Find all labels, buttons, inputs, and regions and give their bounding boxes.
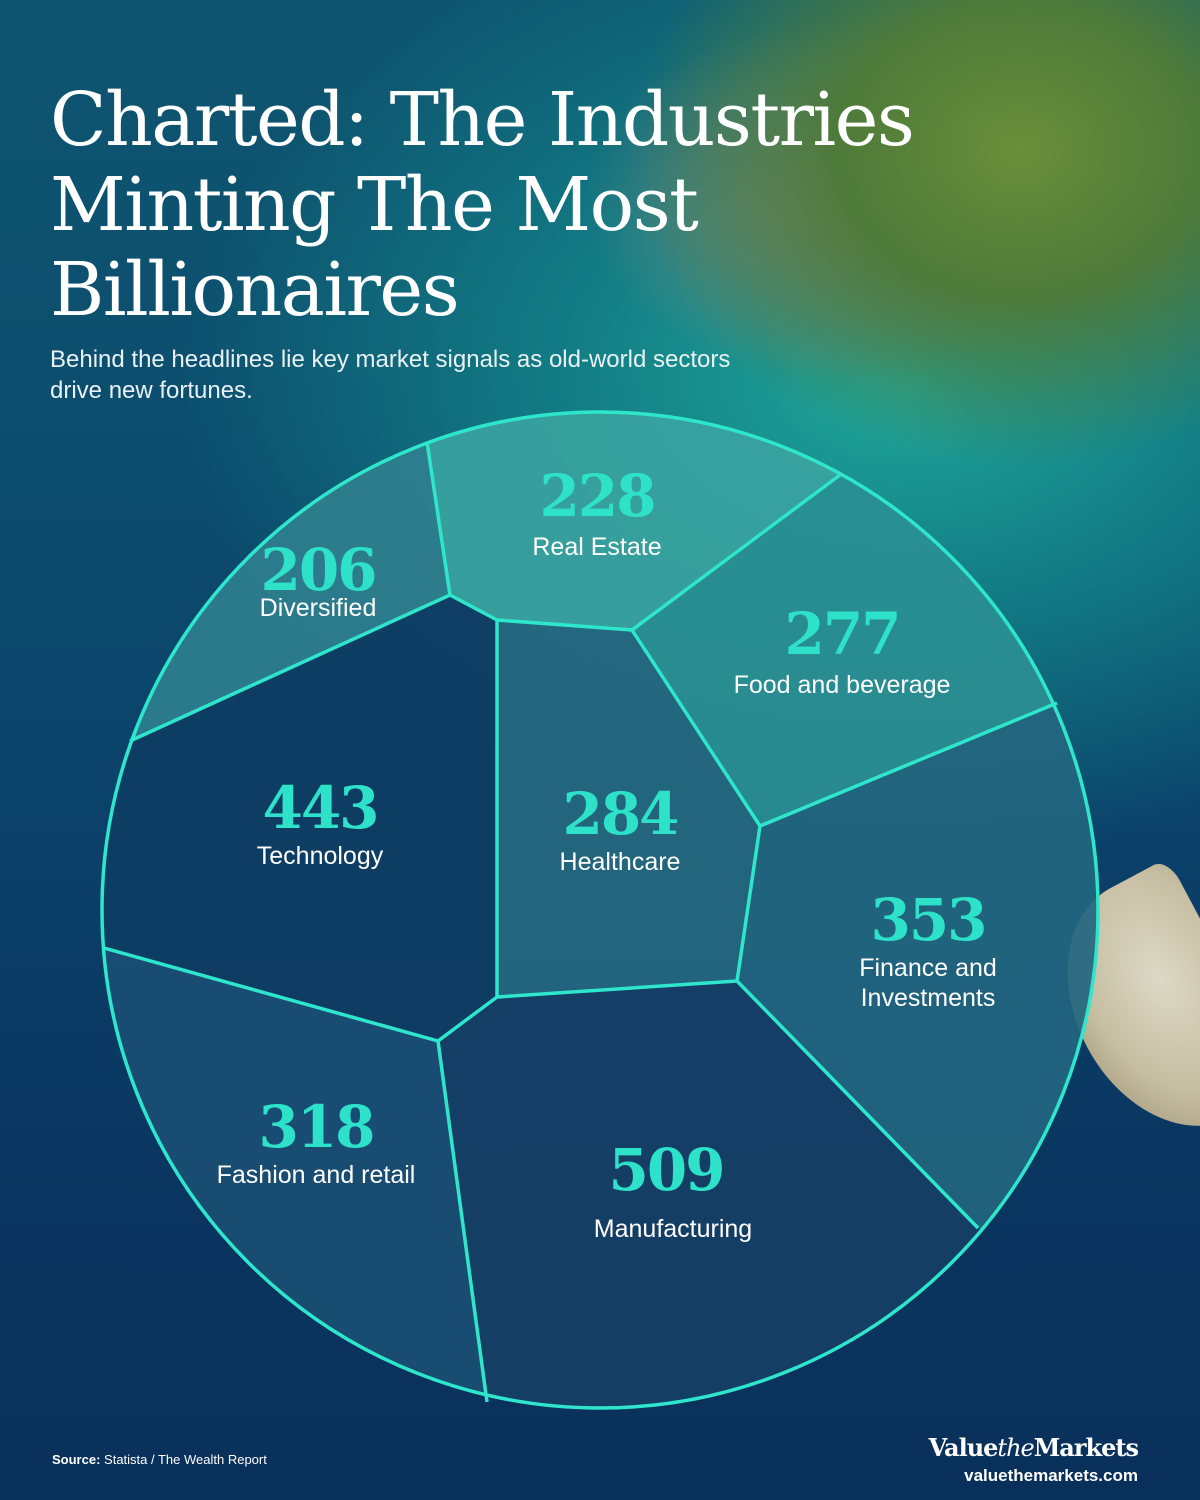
- cell-value-manufacturing: 509: [608, 1136, 725, 1204]
- page-subtitle: Behind the headlines lie key market sign…: [50, 346, 731, 404]
- cell-borders: [100, 410, 1100, 1410]
- cell-value-finance: 353: [870, 886, 987, 954]
- cell-label-food-beverage: Food and beverage: [733, 671, 951, 699]
- source-text: Statista / The Wealth Report: [104, 1452, 267, 1467]
- cell-value-real-estate: 228: [539, 462, 656, 530]
- cell-label-diversified: Diversified: [259, 594, 377, 622]
- logo-part-value: Value: [928, 1433, 999, 1462]
- brand-block: ValuetheMarkets valuethemarkets.com: [928, 1433, 1139, 1486]
- page-title: Charted: The Industries Minting The Most…: [50, 77, 915, 333]
- brand-url[interactable]: valuethemarkets.com: [964, 1466, 1138, 1485]
- cell-label-fashion-retail: Fashion and retail: [216, 1161, 416, 1189]
- logo-part-markets: Markets: [1033, 1433, 1139, 1462]
- cell-finance[interactable]: [737, 650, 1150, 1280]
- cell-healthcare[interactable]: [497, 620, 760, 997]
- cell-value-technology: 443: [262, 774, 379, 842]
- cell-label-finance: Finance and Investments: [859, 954, 997, 1012]
- cell-label-real-estate: Real Estate: [532, 533, 662, 561]
- cell-label-manufacturing: Manufacturing: [593, 1215, 753, 1243]
- source-note: Source: Statista / The Wealth Report: [52, 1452, 267, 1467]
- source-label: Source:: [52, 1452, 101, 1467]
- cell-technology[interactable]: [60, 595, 497, 1041]
- cell-label-technology: Technology: [256, 842, 384, 870]
- cell-label-healthcare: Healthcare: [559, 848, 681, 876]
- cell-value-healthcare: 284: [562, 780, 679, 848]
- cell-value-diversified: 206: [260, 536, 377, 604]
- cell-value-fashion-retail: 318: [258, 1093, 375, 1161]
- cell-real-estate[interactable]: [380, 380, 860, 630]
- cell-value-food-beverage: 277: [784, 600, 901, 668]
- logo-part-the: the: [997, 1434, 1034, 1462]
- brand-logo[interactable]: ValuetheMarkets: [928, 1433, 1139, 1462]
